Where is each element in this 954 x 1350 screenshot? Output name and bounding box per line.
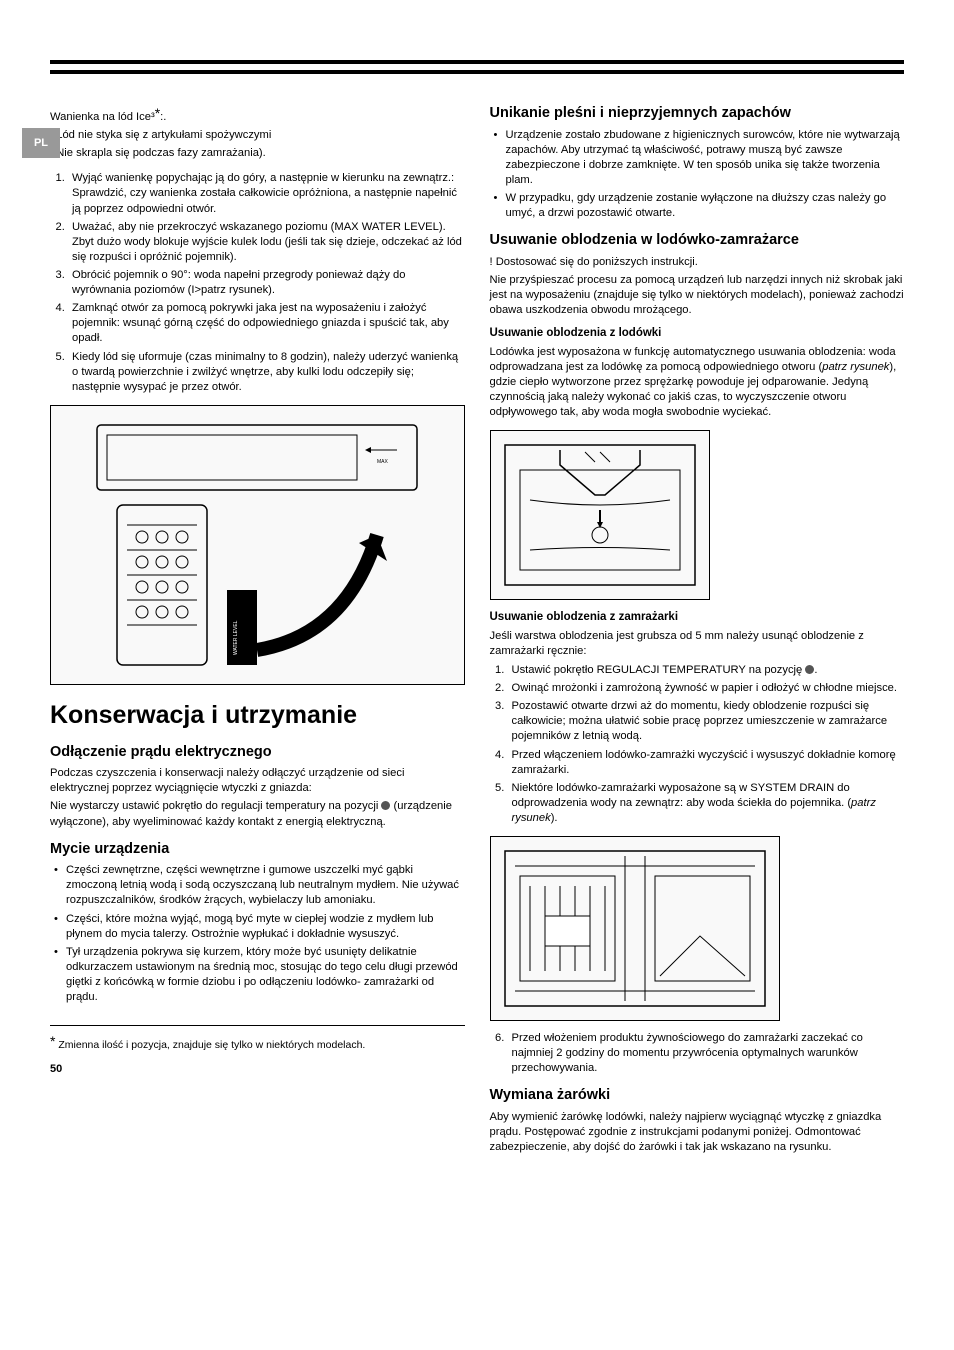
step: Wyjąć wanienkę popychając ją do góry, a …: [68, 171, 465, 216]
list-item: Urządzenie zostało zbudowane z higienicz…: [490, 128, 905, 188]
list-item: Tył urządzenia pokrywa się kurzem, który…: [50, 945, 465, 1005]
disc-p2a: Nie wystarczy ustawić pokrętło do regula…: [50, 800, 381, 812]
step: Zamknąć otwór za pomocą pokrywki jaka je…: [68, 301, 465, 346]
ice-tray-label: Wanienka na lód Ice³: [50, 111, 155, 123]
disconnect-p2: Nie wystarczy ustawić pokrętło do regula…: [50, 799, 465, 829]
freezer-defrost-heading: Usuwanie oblodzenia z zamrażarki: [490, 610, 905, 626]
bulb-p: Aby wymienić żarówkę lodówki, należy naj…: [490, 1110, 905, 1155]
step5a: Niektóre lodówko-zamrażarki wyposażone s…: [512, 782, 852, 809]
diagram-svg: [500, 440, 700, 590]
cleaning-heading: Mycie urządzenia: [50, 840, 465, 860]
step: Uważać, aby nie przekroczyć wskazanego p…: [68, 220, 465, 265]
list-item: W przypadku, gdy urządzenie zostanie wył…: [490, 191, 905, 221]
step: Przed włączeniem lodówko-zamrażki wyczyś…: [508, 748, 905, 778]
ice-tray-diagram: MAX: [50, 405, 465, 685]
freezer-steps: Ustawić pokrętło REGULACJI TEMPERATURY n…: [490, 663, 905, 826]
cleaning-list: Części zewnętrzne, części wewnętrzne i g…: [50, 863, 465, 1005]
warning-2: ! Nie skrapla się podczas fazy zamrażani…: [50, 146, 465, 161]
list-item: Części, które można wyjąć, mogą być myte…: [50, 912, 465, 942]
step-text: Ustawić pokrętło REGULACJI TEMPERATURY n…: [512, 664, 806, 676]
drain-hole-diagram: [490, 430, 710, 600]
ice-tray-steps: Wyjąć wanienkę popychając ją do góry, a …: [50, 171, 465, 395]
step: Niektóre lodówko-zamrażarki wyposażone s…: [508, 781, 905, 826]
svg-text:WATER LEVEL: WATER LEVEL: [233, 620, 239, 655]
step: Pozostawić otwarte drzwi aż do momentu, …: [508, 699, 905, 744]
header-rule: [50, 60, 904, 74]
defrost-p: Nie przyśpieszać procesu za pomocą urząd…: [490, 273, 905, 318]
mould-list: Urządzenie zostało zbudowane z higienicz…: [490, 128, 905, 222]
step: Kiedy lód się uformuje (czas minimalny t…: [68, 350, 465, 395]
right-column: Unikanie pleśni i nieprzyjemnych zapachó…: [490, 104, 905, 1158]
language-badge: PL: [22, 128, 60, 158]
ice-tray-title: Wanienka na lód Ice³*:.: [50, 104, 465, 125]
fridge-defrost-heading: Usuwanie oblodzenia z lodówki: [490, 326, 905, 342]
page-number: 50: [50, 1062, 465, 1077]
system-drain-diagram: [490, 836, 780, 1021]
freezer-steps-cont: Przed włożeniem produktu żywnościowego d…: [490, 1031, 905, 1076]
step: Obrócić pojemnik o 90°: woda napełni prz…: [68, 268, 465, 298]
warning-1: ! Lód nie styka się z artykułami spożywc…: [50, 128, 465, 143]
see-figure: patrz rysunek: [822, 361, 889, 373]
mould-heading: Unikanie pleśni i nieprzyjemnych zapachó…: [490, 104, 905, 124]
step: Owinąć mrożonki i zamrożoną żywność w pa…: [508, 681, 905, 696]
disconnect-heading: Odłączenie prądu elektrycznego: [50, 743, 465, 763]
step: Ustawić pokrętło REGULACJI TEMPERATURY n…: [508, 663, 905, 678]
svg-text:MAX: MAX: [377, 459, 389, 465]
fridge-defrost-p: Lodówka jest wyposażona w funkcję automa…: [490, 345, 905, 421]
step5b: ).: [551, 812, 558, 824]
diagram-svg: [500, 846, 770, 1011]
bulb-heading: Wymiana żarówki: [490, 1086, 905, 1106]
footnote: * Zmienna ilość i pozycja, znajduje się …: [50, 1025, 465, 1052]
footnote-text: Zmienna ilość i pozycja, znajduje się ty…: [55, 1039, 365, 1051]
disconnect-p1: Podczas czyszczenia i konserwacji należy…: [50, 766, 465, 796]
list-item: Części zewnętrzne, części wewnętrzne i g…: [50, 863, 465, 908]
maintenance-heading: Konserwacja i utrzymanie: [50, 699, 465, 733]
diagram-svg: MAX: [87, 415, 427, 675]
defrost-warn: ! Dostosować się do poniższych instrukcj…: [490, 255, 905, 270]
defrost-heading: Usuwanie oblodzenia w lodówko-zamrażarce: [490, 231, 905, 251]
left-column: Wanienka na lód Ice³*:. ! Lód nie styka …: [50, 104, 465, 1158]
ice-tray-suffix: :.: [160, 111, 166, 123]
step: Przed włożeniem produktu żywnościowego d…: [508, 1031, 905, 1076]
freezer-defrost-p: Jeśli warstwa oblodzenia jest grubsza od…: [490, 629, 905, 659]
off-icon: [805, 665, 814, 674]
